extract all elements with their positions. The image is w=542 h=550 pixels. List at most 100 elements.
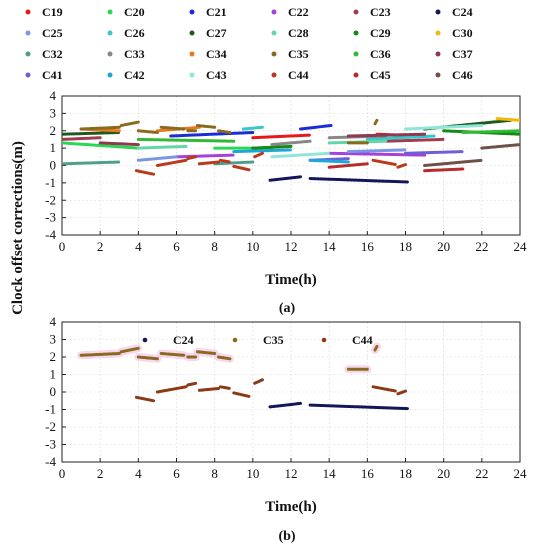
legend-label: C44: [288, 68, 309, 82]
series-segment: [308, 403, 409, 411]
series-segment: [134, 395, 156, 403]
series-segment: [495, 117, 520, 122]
legend-marker: [107, 51, 113, 57]
legend-marker: [25, 72, 31, 78]
series-segment: [196, 124, 217, 129]
series-segment: [299, 124, 333, 131]
legend-label: C42: [124, 68, 145, 82]
legend-marker: [189, 51, 195, 57]
legend-marker: [435, 9, 441, 15]
legend-label: C36: [370, 47, 391, 61]
legend-item: C44: [321, 333, 373, 347]
series-segment: [423, 158, 484, 167]
series-c32: [62, 160, 255, 166]
y-tick-label: 1: [50, 140, 57, 155]
series-segment: [346, 132, 427, 138]
legend-marker: [353, 51, 359, 57]
series-segment: [327, 162, 369, 169]
series-c21: [169, 124, 333, 138]
series-segment: [268, 401, 302, 409]
series-segment: [308, 177, 409, 184]
legend-marker: [353, 72, 359, 78]
y-tick-label: -1: [45, 175, 56, 190]
legend-item: C22: [271, 5, 309, 19]
x-tick-label: 6: [173, 466, 180, 481]
series-c44: [134, 151, 407, 176]
legend-marker: [107, 9, 113, 15]
series-c24: [268, 401, 409, 411]
legend-item: C36: [353, 47, 391, 61]
series-c23: [62, 136, 446, 143]
x-tick-label: 22: [475, 239, 488, 254]
legend-item: C24: [142, 333, 194, 347]
x-tick-label: 20: [437, 466, 450, 481]
legend-item: C27: [189, 26, 227, 40]
legend-label: C29: [370, 26, 391, 40]
series-segment: [371, 158, 398, 167]
x-tick-label: 16: [361, 239, 375, 254]
series-segment: [136, 155, 178, 162]
x-axis-label: Time(h): [265, 272, 316, 288]
y-tick-label: -3: [45, 437, 56, 452]
series-c30: [495, 117, 520, 122]
x-tick-label: 8: [211, 466, 218, 481]
y-tick-label: 4: [50, 88, 57, 103]
y-tick-label: 2: [50, 349, 57, 364]
series-c36: [136, 129, 520, 143]
legend-item: C26: [107, 26, 145, 40]
x-tick-label: 0: [59, 239, 66, 254]
legend-item: C29: [353, 26, 391, 40]
legend-marker: [353, 9, 359, 15]
series-segment: [119, 346, 140, 354]
legend-marker: [271, 51, 277, 57]
x-tick-label: 24: [514, 239, 528, 254]
legend-item: C20: [107, 5, 145, 19]
x-tick-label: 12: [285, 466, 298, 481]
legend-item: C44: [271, 68, 309, 82]
legend-marker: [107, 72, 113, 78]
series-segment: [134, 169, 156, 176]
legend-label: C33: [124, 47, 145, 61]
series-segment: [159, 125, 186, 131]
series-c46: [423, 143, 520, 167]
legend-item: C35: [271, 47, 309, 61]
series-segment: [79, 352, 121, 357]
legend-label: C32: [42, 47, 63, 61]
series-segment: [268, 175, 302, 182]
series-segment: [98, 141, 140, 147]
y-tick-label: 3: [50, 332, 57, 347]
legend-marker: [321, 337, 327, 343]
legend-marker: [189, 72, 195, 78]
legend-label: C23: [370, 5, 391, 19]
legend-item: C28: [271, 26, 309, 40]
legend-marker: [107, 30, 113, 36]
legend-item: C34: [189, 47, 227, 61]
legend-item: C41: [25, 68, 63, 82]
legend-label: C30: [452, 26, 473, 40]
series-segment: [232, 148, 293, 154]
x-tick-label: 18: [399, 466, 412, 481]
x-tick-label: 4: [135, 239, 142, 254]
series-c35: [79, 118, 379, 145]
chart-panel-b: 0 2 4 6 8 10 12 14 16 18 20 22 2443210-1-2-3-4Time(h…: [45, 314, 527, 544]
legend-marker: [189, 9, 195, 15]
y-tick-label: -4: [45, 227, 56, 242]
series-segment: [62, 160, 121, 166]
legend-item: C37: [435, 47, 473, 61]
series-segment: [136, 137, 236, 143]
x-tick-label: 12: [285, 239, 298, 254]
x-tick-label: 18: [399, 239, 412, 254]
legend-marker: [353, 30, 359, 36]
series-c24: [268, 175, 409, 184]
legend-item: C35: [232, 333, 284, 347]
series-c44: [134, 378, 407, 403]
y-tick-label: -1: [45, 402, 56, 417]
x-tick-label: 14: [323, 466, 337, 481]
x-tick-label: 22: [475, 466, 488, 481]
legend-item: C42: [107, 68, 145, 82]
series-segment: [155, 158, 188, 167]
x-tick-label: 8: [211, 239, 218, 254]
series-segment: [186, 155, 198, 161]
legend-marker: [25, 30, 31, 36]
